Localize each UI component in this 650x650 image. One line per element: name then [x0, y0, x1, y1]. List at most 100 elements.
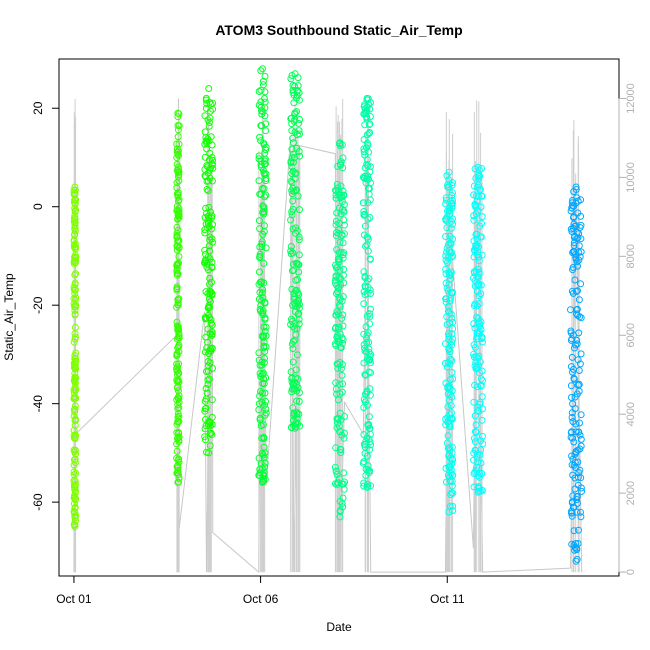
data-point	[173, 454, 181, 462]
data-point	[442, 421, 450, 429]
data-point	[173, 269, 181, 277]
data-point	[575, 428, 583, 436]
data-point	[175, 378, 183, 386]
data-point	[174, 414, 182, 422]
data-point	[475, 369, 483, 377]
data-point	[71, 489, 79, 497]
data-point	[569, 266, 577, 274]
data-point	[261, 88, 269, 96]
data-point	[201, 153, 209, 161]
data-point	[475, 292, 483, 300]
data-point	[364, 215, 372, 223]
data-point	[336, 497, 344, 505]
data-point	[337, 158, 345, 166]
data-point	[474, 458, 482, 466]
data-point	[366, 163, 374, 171]
data-point	[447, 224, 455, 232]
data-point	[257, 191, 265, 198]
data-point	[70, 431, 78, 439]
data-point	[70, 237, 78, 245]
data-point	[295, 300, 303, 308]
data-point	[568, 204, 576, 212]
data-point	[361, 398, 369, 406]
data-point	[173, 352, 181, 360]
series-9	[469, 163, 487, 496]
data-point	[290, 266, 298, 274]
data-point	[573, 310, 580, 318]
data-point	[292, 276, 300, 284]
data-point	[70, 258, 78, 266]
data-point	[577, 435, 585, 443]
data-point	[444, 432, 452, 440]
data-point	[337, 449, 345, 457]
data-point	[363, 94, 371, 102]
data-point	[173, 396, 181, 404]
data-point	[568, 540, 576, 548]
data-point	[72, 333, 79, 341]
data-point	[360, 300, 368, 308]
data-point	[337, 249, 345, 256]
data-point	[363, 160, 371, 168]
data-point	[258, 243, 266, 251]
data-point	[71, 486, 79, 494]
data-point	[257, 422, 265, 430]
data-point	[363, 483, 371, 491]
data-point	[256, 254, 264, 262]
data-point	[476, 398, 484, 406]
data-point	[204, 169, 212, 177]
data-point	[445, 344, 453, 352]
data-point	[291, 424, 299, 432]
data-point	[259, 478, 266, 486]
data-point	[443, 321, 451, 328]
data-point	[333, 308, 341, 316]
data-point	[71, 245, 79, 253]
data-point	[208, 291, 216, 299]
data-point	[202, 137, 210, 145]
data-point	[287, 250, 295, 258]
data-point	[206, 280, 213, 288]
data-point	[174, 113, 182, 121]
data-point	[335, 273, 343, 281]
data-point	[288, 317, 296, 325]
data-point	[259, 294, 267, 302]
data-point	[209, 364, 216, 372]
data-point	[472, 428, 480, 436]
data-point	[289, 345, 297, 353]
data-point	[257, 161, 265, 169]
data-point	[173, 360, 181, 368]
data-point	[577, 350, 585, 358]
data-point	[365, 185, 373, 193]
data-point	[207, 288, 215, 296]
data-point	[336, 380, 344, 388]
data-point	[201, 258, 209, 266]
data-point	[206, 442, 214, 450]
data-point	[335, 191, 343, 199]
data-point	[258, 278, 265, 286]
data-point	[201, 246, 209, 254]
data-point	[174, 122, 182, 129]
data-point	[295, 233, 303, 241]
data-point	[363, 277, 371, 285]
data-point	[173, 469, 181, 477]
data-point	[71, 477, 79, 485]
data-point	[334, 364, 342, 372]
data-point	[446, 446, 454, 454]
data-point	[447, 240, 455, 248]
data-point	[333, 470, 341, 478]
data-point	[70, 508, 78, 515]
data-point	[577, 314, 585, 322]
data-point	[575, 256, 583, 264]
data-point	[71, 434, 78, 442]
data-point	[446, 297, 454, 304]
data-point	[471, 412, 479, 420]
data-point	[292, 169, 300, 177]
data-point	[262, 177, 270, 185]
data-point	[336, 266, 344, 274]
data-point	[71, 408, 79, 416]
data-point	[293, 260, 301, 268]
data-point	[338, 193, 346, 201]
data-point	[573, 546, 581, 554]
data-point	[261, 72, 269, 80]
data-point	[72, 469, 80, 477]
data-point	[292, 229, 300, 237]
